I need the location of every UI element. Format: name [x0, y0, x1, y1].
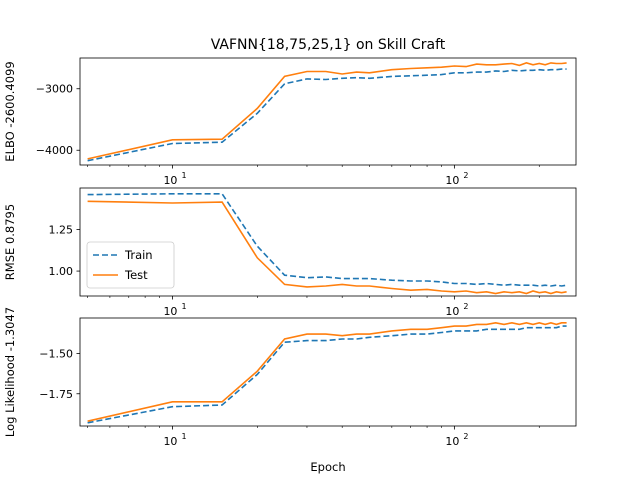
plot-frame-panel-2 [79, 187, 577, 297]
chart-panels: 10 1 10 2 −4000 −3000 ELBO -2600.4099 10 1 10 2 1.0… [3, 57, 577, 474]
legend-box [86, 241, 175, 289]
series-line-test-panel-2 [87, 200, 567, 295]
x-tick-exponent: 2 [463, 302, 468, 311]
series-line-train-panel-3 [87, 325, 567, 424]
legend-label-test: Test [124, 268, 148, 282]
series-line-train-panel-1 [87, 68, 567, 162]
series-line-test-panel-1 [87, 62, 567, 160]
y-axis-label-panel-1: ELBO -2600.4099 [3, 61, 17, 161]
x-tick-label: 10 [163, 174, 177, 187]
plot-frame-panel-3 [79, 317, 577, 427]
y-axis-label-panel-3: Log Likelihood -1.3047 [3, 307, 17, 437]
y-tick-label: 1.00 [49, 265, 74, 278]
x-tick-label: 10 [445, 435, 459, 448]
y-tick-label: −1.75 [39, 388, 73, 401]
x-tick-label: 10 [445, 174, 459, 187]
panel-3: 10 1 10 2 −1.75 −1.50 Log Likelihood -1.3047 Ep… [3, 307, 577, 474]
x-axis-label: Epoch [310, 460, 345, 474]
x-tick-exponent: 2 [463, 432, 468, 441]
x-tick-exponent: 2 [463, 171, 468, 180]
panel-1: 10 1 10 2 −4000 −3000 ELBO -2600.4099 [3, 57, 577, 187]
panel-2: 10 1 10 2 1.00 1.25 RMSE 0.8795 Train Test [3, 187, 577, 318]
x-tick-label: 10 [163, 435, 177, 448]
x-tick-label: 10 [445, 305, 459, 318]
legend-label-train: Train [124, 248, 153, 262]
plot-frame-panel-1 [79, 57, 577, 166]
x-tick-exponent: 1 [181, 432, 186, 441]
y-tick-label: −3000 [36, 83, 73, 96]
x-tick-exponent: 1 [181, 171, 186, 180]
series-line-train-panel-2 [87, 193, 567, 287]
y-tick-label: 1.25 [49, 224, 74, 237]
series-line-test-panel-3 [87, 321, 567, 422]
chart-title: VAFNN{18,75,25,1} on Skill Craft [211, 37, 446, 53]
y-axis-label-panel-2: RMSE 0.8795 [3, 204, 17, 280]
y-tick-label: −4000 [36, 144, 73, 157]
legend: Train Test [86, 241, 175, 289]
x-tick-exponent: 1 [181, 302, 186, 311]
y-tick-label: −1.50 [39, 347, 73, 360]
x-tick-label: 10 [163, 305, 177, 318]
